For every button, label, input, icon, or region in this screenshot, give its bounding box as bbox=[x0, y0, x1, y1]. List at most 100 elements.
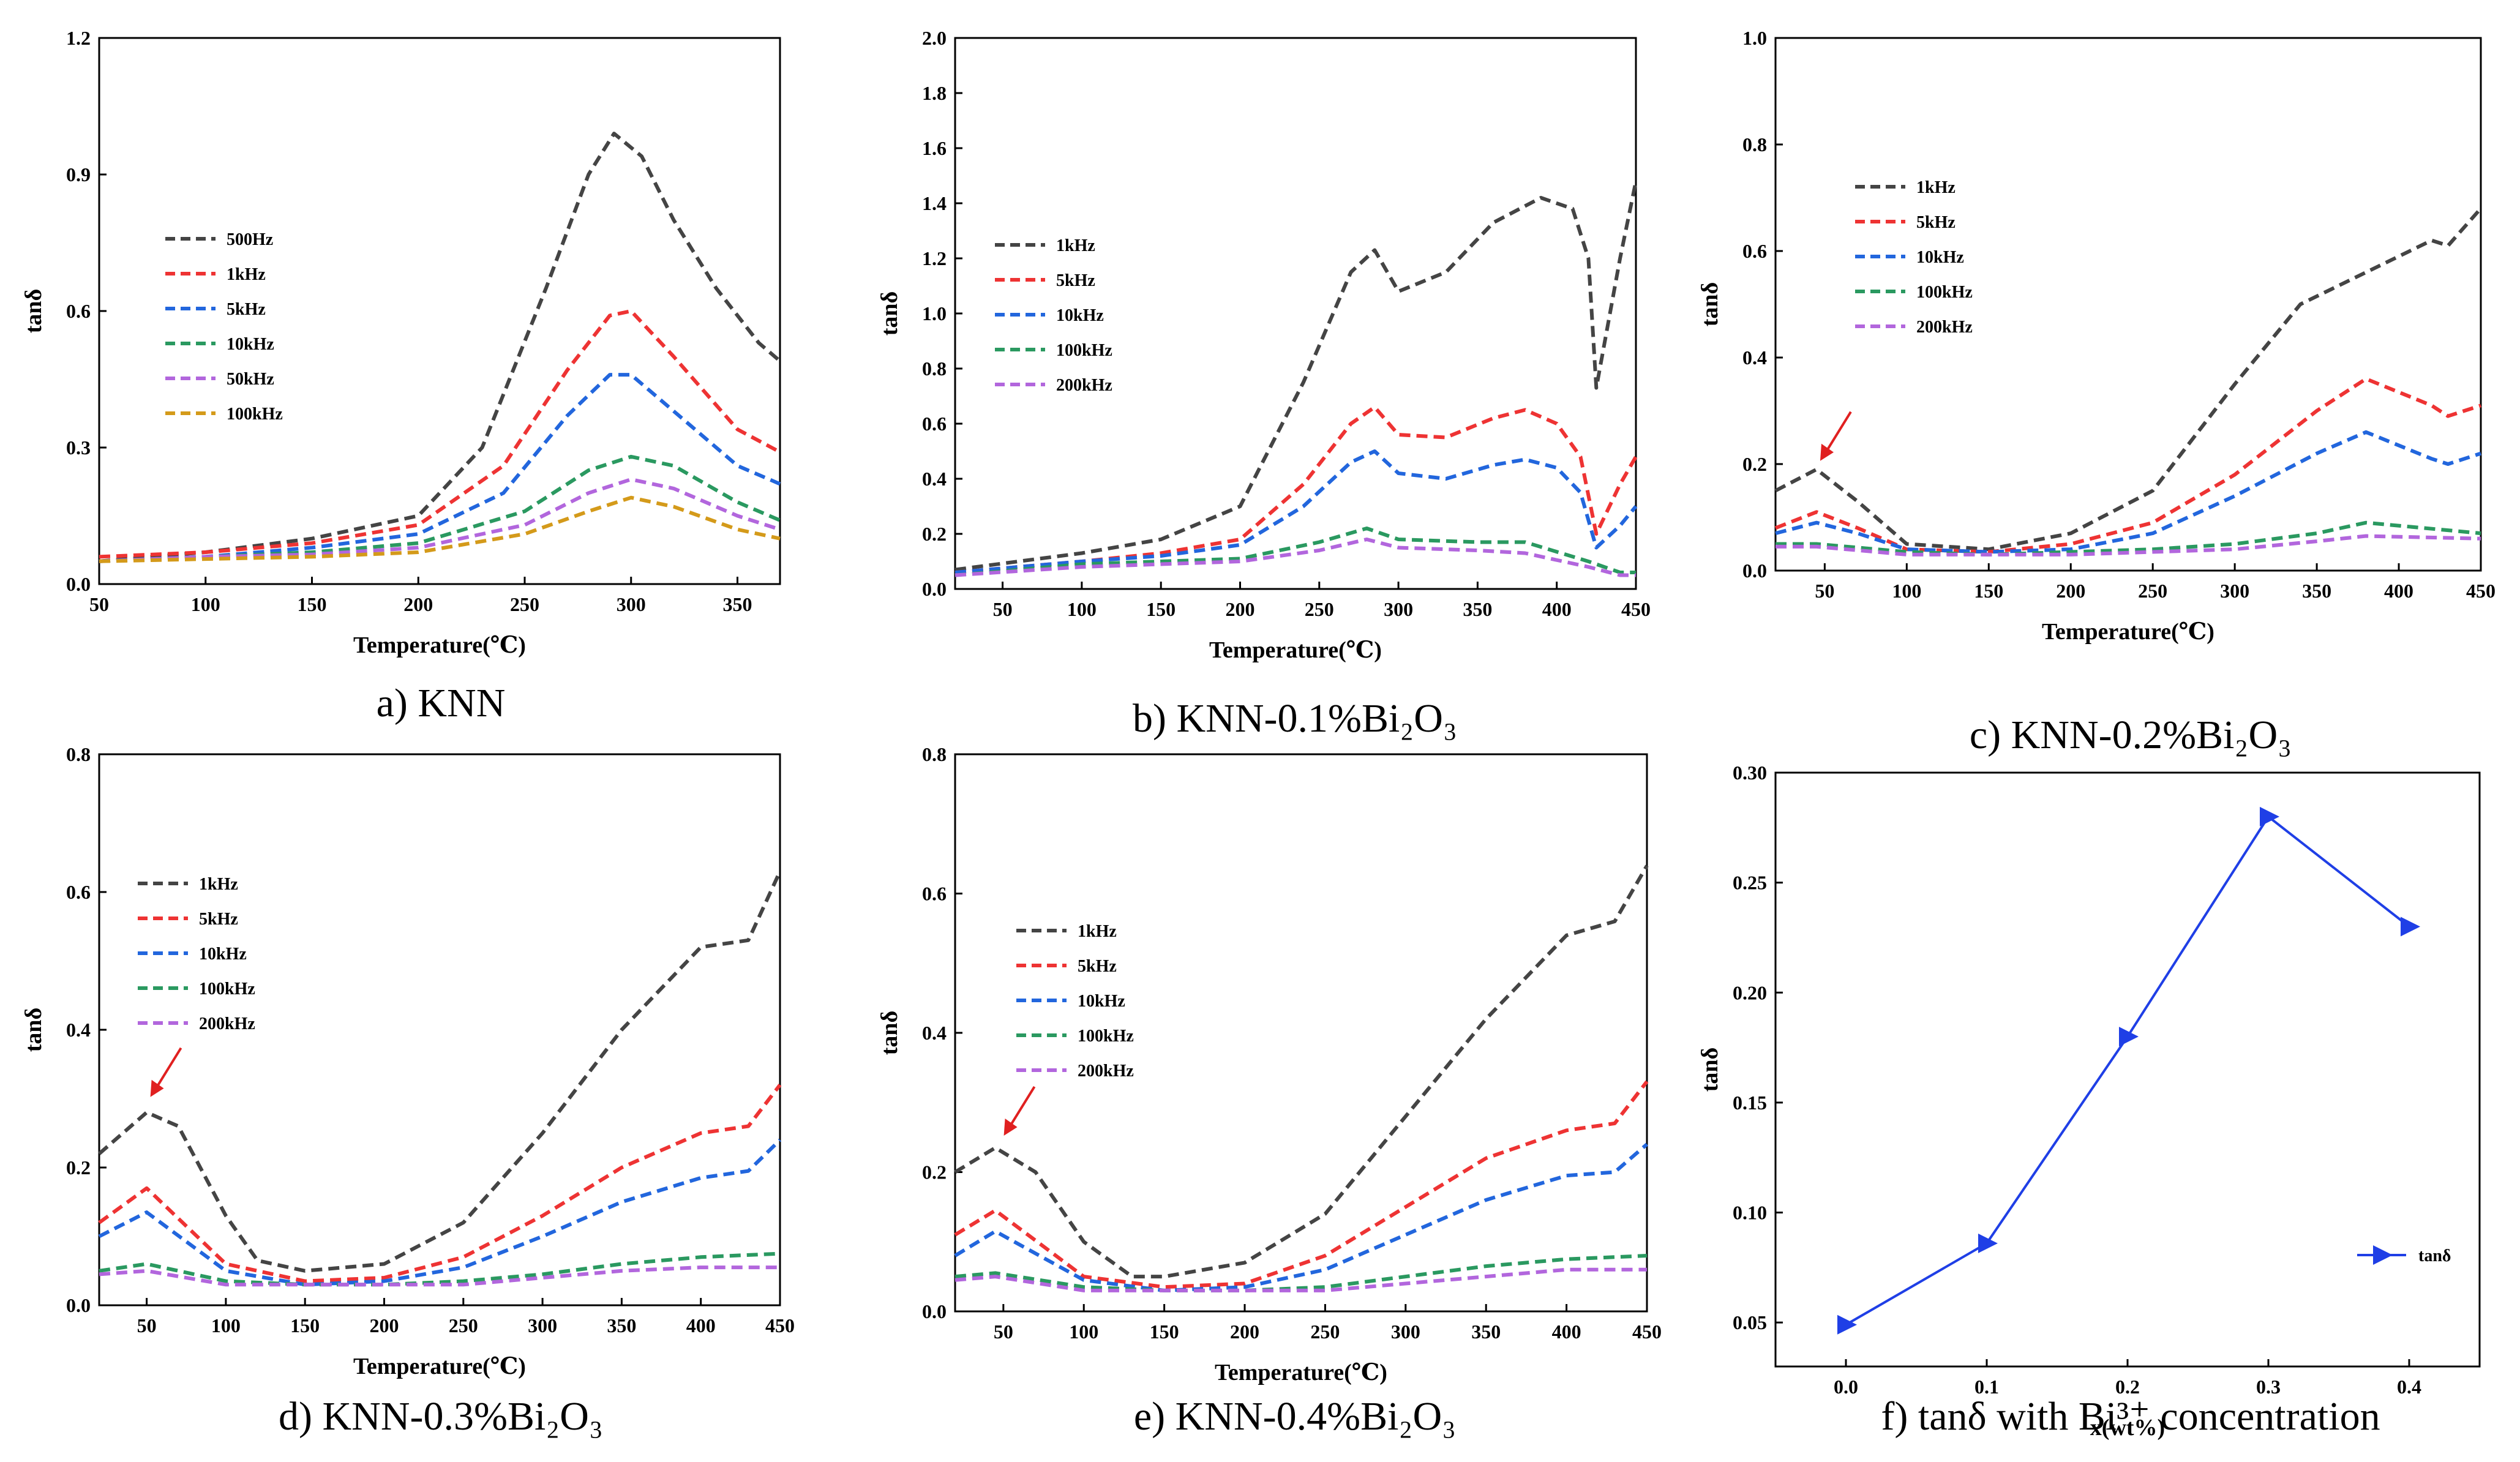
y-tick-label: 0.8 bbox=[1742, 133, 1767, 156]
x-tick-label: 200 bbox=[403, 593, 433, 615]
y-tick-label: 0.15 bbox=[1733, 1092, 1767, 1114]
legend-label: 10kHz bbox=[1916, 248, 1964, 267]
plot-frame bbox=[1774, 37, 2482, 572]
series-line-200kHz bbox=[954, 538, 1636, 577]
x-tick-label: 250 bbox=[510, 593, 539, 615]
x-tick-label: 0.2 bbox=[2115, 1376, 2140, 1398]
x-tick-label: 100 bbox=[1892, 580, 1921, 602]
series-line-100kHz bbox=[99, 495, 781, 563]
x-tick-label: 250 bbox=[2138, 580, 2167, 602]
legend-label: 500Hz bbox=[227, 230, 273, 249]
panel-caption: e) KNN-0.4%Bi₂O₃ bbox=[1134, 1394, 1456, 1439]
legend-label: 10kHz bbox=[199, 945, 247, 964]
x-tick-label: 0.0 bbox=[1834, 1376, 1858, 1398]
x-tick-label: 350 bbox=[1471, 1321, 1501, 1343]
legend-label: 1kHz bbox=[227, 265, 266, 284]
annotation-arrow bbox=[154, 1047, 182, 1090]
legend-label: 5kHz bbox=[227, 300, 266, 319]
y-tick-label: 0.30 bbox=[1733, 762, 1767, 784]
series-line-5kHz bbox=[954, 405, 1638, 574]
data-point bbox=[1837, 1314, 1857, 1335]
legend-label: 100kHz bbox=[1078, 1027, 1134, 1046]
legend-label: 5kHz bbox=[1078, 957, 1117, 976]
annotation-arrow bbox=[1824, 411, 1852, 454]
series-line-10kHz bbox=[954, 1142, 1648, 1292]
series-line-10kHz bbox=[954, 449, 1638, 574]
y-tick-label: 0.25 bbox=[1733, 872, 1767, 894]
series-line-50kHz bbox=[99, 478, 781, 563]
panel-d: 0.0 0.2 0.4 0.6 0.8 50 100 150 200 250 300 350 400 45… bbox=[21, 743, 795, 1439]
x-tick-label: 450 bbox=[1632, 1321, 1662, 1343]
x-tick-label: 100 bbox=[191, 593, 220, 615]
x-tick-label: 300 bbox=[1384, 598, 1413, 620]
legend-label: 100kHz bbox=[1916, 283, 1973, 302]
legend-label: tanδ bbox=[2418, 1246, 2451, 1265]
plot-frame bbox=[98, 37, 781, 585]
annotation-arrowhead bbox=[1003, 1119, 1018, 1136]
y-axis-label: tanδ bbox=[21, 1008, 47, 1052]
x-tick-label: 300 bbox=[617, 593, 646, 615]
y-tick-label: 0.4 bbox=[922, 468, 947, 490]
y-tick-label: 0.2 bbox=[922, 523, 947, 545]
y-tick-label: 1.8 bbox=[922, 82, 947, 104]
panel-e: 0.0 0.2 0.4 0.6 0.8 50 100 150 200 250 300 350 400 45… bbox=[877, 743, 1662, 1439]
legend-label: 100kHz bbox=[1056, 341, 1112, 360]
y-axis-label: tanδ bbox=[1697, 282, 1723, 327]
y-tick-label: 0.10 bbox=[1733, 1202, 1767, 1224]
panel-a: 0.0 0.3 0.6 0.9 1.2 50 100 150 200 250 300 350 Tempe… bbox=[21, 27, 781, 725]
x-tick-label: 50 bbox=[1815, 580, 1834, 602]
panel-b: 0.0 0.2 0.4 0.6 0.8 1.0 1.2 1.4 1.6 1.8 2.0 50 100 15… bbox=[877, 27, 1651, 741]
y-tick-label: 0.4 bbox=[66, 1019, 91, 1041]
series-line-100kHz bbox=[1776, 520, 2481, 557]
x-tick-label: 300 bbox=[528, 1314, 557, 1336]
x-tick-label: 350 bbox=[607, 1314, 636, 1336]
annotation-arrowhead bbox=[150, 1079, 164, 1097]
y-tick-label: 1.2 bbox=[66, 27, 91, 49]
x-tick-label: 50 bbox=[137, 1314, 157, 1336]
x-tick-label: 450 bbox=[1621, 598, 1651, 620]
panel-caption: a) KNN bbox=[377, 681, 506, 725]
x-tick-label: 450 bbox=[2466, 580, 2496, 602]
x-tick-label: 150 bbox=[1146, 598, 1176, 620]
legend-marker bbox=[2373, 1245, 2393, 1265]
annotation-arrowhead bbox=[1820, 443, 1834, 461]
x-tick-label: 150 bbox=[1150, 1321, 1179, 1343]
legend-label: 200kHz bbox=[1078, 1062, 1134, 1081]
series-line-tanδ bbox=[1845, 815, 2410, 1326]
x-axis-label: Temperature(℃) bbox=[1215, 1360, 1387, 1385]
x-tick-label: 300 bbox=[2220, 580, 2249, 602]
x-tick-label: 50 bbox=[89, 593, 109, 615]
panel-caption: d) KNN-0.3%Bi₂O₃ bbox=[279, 1394, 603, 1439]
x-tick-label: 0.4 bbox=[2397, 1376, 2421, 1398]
x-tick-label: 350 bbox=[723, 593, 752, 615]
legend-label: 200kHz bbox=[199, 1014, 255, 1033]
y-tick-label: 0.8 bbox=[922, 358, 947, 380]
series-line-5kHz bbox=[99, 373, 781, 563]
x-tick-label: 100 bbox=[1069, 1321, 1098, 1343]
x-tick-label: 200 bbox=[2056, 580, 2085, 602]
series-line-1kHz bbox=[99, 309, 781, 559]
data-point bbox=[2119, 1027, 2139, 1047]
x-tick-label: 350 bbox=[1463, 598, 1492, 620]
series-line-1kHz bbox=[98, 871, 782, 1273]
legend-label: 5kHz bbox=[1916, 213, 1956, 232]
y-tick-label: 0.4 bbox=[922, 1022, 947, 1044]
panel-f: 0.05 0.10 0.15 0.20 0.25 0.30 0.0 0.1 0.2 0.3 0.4 x… bbox=[1697, 762, 2481, 1441]
data-point bbox=[1978, 1233, 1998, 1253]
y-tick-label: 1.6 bbox=[922, 137, 947, 159]
x-axis-label: Temperature(℃) bbox=[2042, 619, 2214, 645]
series-line-1kHz bbox=[954, 864, 1649, 1279]
y-tick-label: 0.0 bbox=[922, 578, 947, 600]
y-tick-label: 1.0 bbox=[922, 302, 947, 324]
x-tick-label: 250 bbox=[449, 1314, 478, 1336]
y-tick-label: 0.9 bbox=[66, 163, 91, 186]
series-line-200kHz bbox=[954, 1267, 1647, 1292]
y-tick-label: 0.6 bbox=[66, 300, 91, 322]
series-line-5kHz bbox=[954, 1080, 1649, 1289]
y-tick-label: 0.0 bbox=[1742, 560, 1767, 582]
legend-label: 50kHz bbox=[227, 370, 274, 389]
y-tick-label: 1.0 bbox=[1742, 27, 1767, 49]
series-line-10kHz bbox=[98, 1138, 782, 1287]
x-tick-label: 400 bbox=[686, 1314, 716, 1336]
